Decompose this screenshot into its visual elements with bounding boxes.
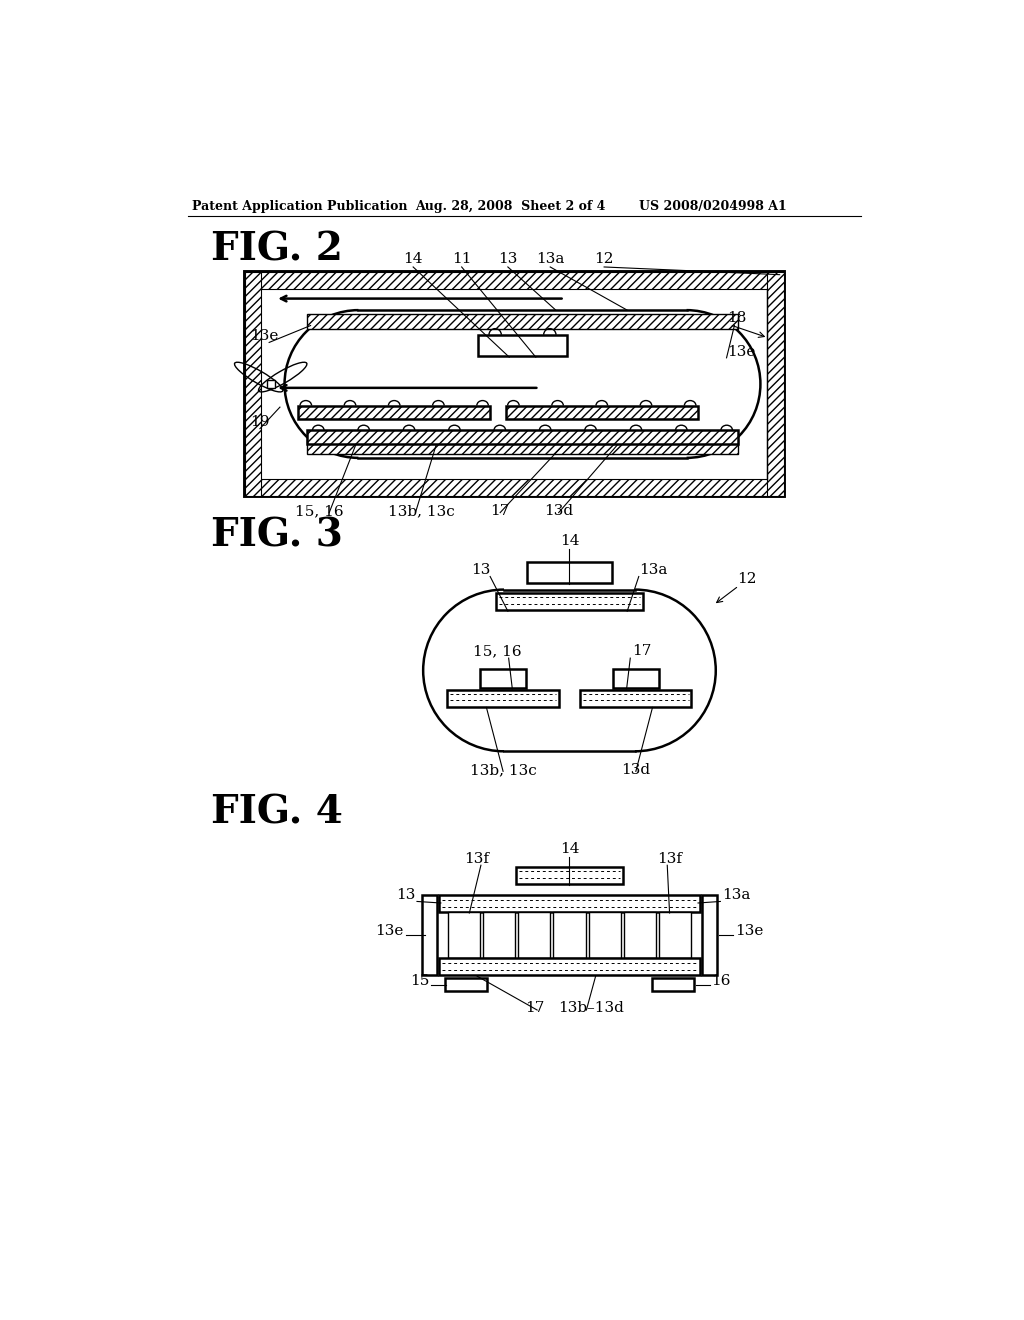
Bar [438, 895, 700, 912]
Text: Aug. 28, 2008  Sheet 2 of 4: Aug. 28, 2008 Sheet 2 of 4 [416, 199, 606, 213]
Text: 19: 19 [250, 416, 269, 429]
Text: 13: 13 [498, 252, 517, 267]
Text: 13: 13 [396, 888, 416, 902]
Bar [422, 895, 437, 975]
Bar [581, 689, 691, 706]
Bar [307, 314, 738, 330]
Text: 13b–13d: 13b–13d [558, 1002, 624, 1015]
Text: 14: 14 [560, 535, 580, 548]
Text: 14: 14 [560, 842, 580, 855]
Bar [624, 912, 656, 958]
Bar [612, 669, 658, 688]
Text: 16: 16 [711, 974, 731, 987]
Text: 14: 14 [403, 252, 423, 267]
Text: 13a: 13a [639, 564, 667, 577]
Bar [478, 335, 566, 356]
Text: FIG. 3: FIG. 3 [211, 516, 343, 554]
Polygon shape [767, 272, 783, 496]
Bar [480, 669, 526, 688]
Bar [444, 978, 487, 991]
Text: 15: 15 [410, 974, 429, 987]
Bar [518, 912, 550, 958]
Text: 17: 17 [525, 1002, 545, 1015]
Text: 13e: 13e [250, 329, 279, 343]
Text: FIG. 4: FIG. 4 [211, 793, 343, 832]
Bar [447, 912, 480, 958]
Polygon shape [245, 479, 783, 496]
Polygon shape [245, 272, 261, 496]
Text: 13b, 13c: 13b, 13c [470, 763, 537, 777]
Text: 17: 17 [490, 504, 510, 517]
Bar [553, 912, 586, 958]
Text: 15, 16: 15, 16 [473, 644, 522, 659]
Text: 13e: 13e [735, 924, 763, 939]
Text: FIG. 2: FIG. 2 [211, 230, 343, 268]
Bar [438, 958, 700, 975]
Text: 12: 12 [594, 252, 613, 267]
Bar [483, 912, 515, 958]
Text: 13e: 13e [727, 345, 756, 359]
Bar [298, 405, 490, 420]
Text: 13e: 13e [376, 924, 403, 939]
Text: 11: 11 [452, 252, 471, 267]
Bar [267, 380, 274, 388]
Text: Patent Application Publication: Patent Application Publication [193, 199, 408, 213]
Text: 18: 18 [727, 312, 746, 326]
Text: 13a: 13a [536, 252, 564, 267]
Bar [307, 438, 738, 454]
Bar [307, 430, 738, 444]
Bar [515, 867, 624, 884]
Text: 13a: 13a [722, 888, 751, 902]
Text: 13: 13 [471, 564, 490, 577]
Text: 13d: 13d [622, 763, 650, 777]
Bar [659, 912, 691, 958]
Text: 13d: 13d [544, 504, 573, 517]
Text: 12: 12 [737, 573, 757, 586]
Text: 13f: 13f [657, 851, 682, 866]
Text: US 2008/0204998 A1: US 2008/0204998 A1 [639, 199, 786, 213]
Bar [652, 978, 694, 991]
Bar [506, 405, 698, 420]
Bar [447, 689, 559, 706]
Polygon shape [245, 272, 783, 289]
Text: 17: 17 [632, 644, 651, 659]
Text: 13b, 13c: 13b, 13c [388, 504, 455, 517]
Text: 13f: 13f [465, 851, 489, 866]
Bar [527, 562, 611, 583]
Bar [701, 895, 717, 975]
Bar [589, 912, 621, 958]
Bar [497, 594, 643, 610]
Text: 15, 16: 15, 16 [295, 504, 343, 517]
